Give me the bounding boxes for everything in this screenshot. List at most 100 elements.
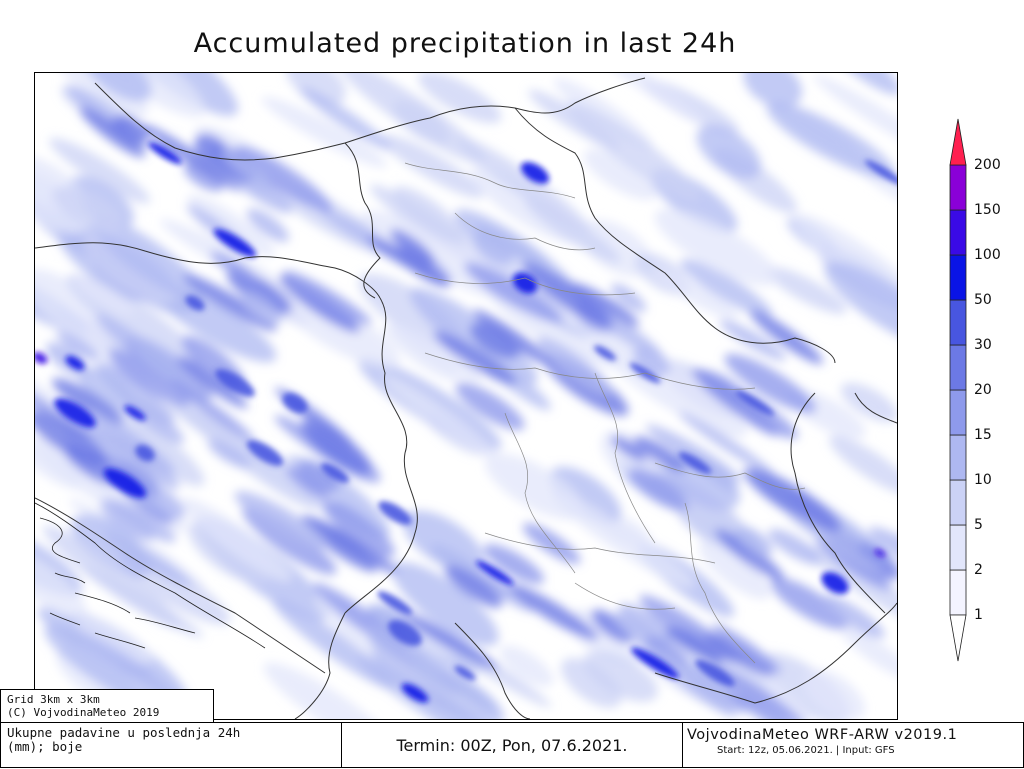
rain-streak (724, 689, 797, 719)
rain-area (743, 73, 803, 108)
legend-label-200: 200 (974, 157, 1001, 173)
rain-streak (235, 145, 333, 212)
rain-streak (508, 583, 599, 641)
rain-streak (522, 523, 581, 564)
rain-area (91, 216, 205, 302)
precipitation-cores (35, 141, 897, 703)
rain-streak (56, 330, 100, 361)
rain-streak (128, 335, 214, 400)
rain-core (215, 369, 255, 397)
rain-core (124, 405, 146, 421)
rain-area (35, 351, 73, 418)
rain-streak (35, 410, 109, 467)
forecast-time: Termin: 00Z, Pon, 07.6.2021. (341, 722, 683, 768)
rain-streak (646, 424, 742, 483)
rain-streak (183, 162, 224, 192)
legend-swatch-15 (949, 389, 967, 436)
rain-streak (444, 565, 503, 608)
rain-area (49, 137, 151, 204)
rain-area (72, 276, 135, 315)
rain-area (803, 669, 866, 719)
legend-label-15: 15 (974, 427, 992, 443)
model-name: VojvodinaMeteo WRF-ARW v2019.1 (687, 727, 958, 743)
rain-area (175, 398, 319, 510)
rain-area (277, 290, 400, 369)
rain-streak (464, 262, 563, 323)
rain-streak (310, 519, 399, 574)
rain-core (148, 141, 182, 165)
rain-streak (455, 382, 525, 431)
rain-area (655, 269, 739, 320)
rain-area (583, 650, 658, 702)
rain-area (418, 73, 502, 124)
rain-streak (472, 231, 514, 266)
rain-area (566, 101, 700, 201)
rain-area (78, 367, 135, 412)
legend-label-20: 20 (974, 382, 992, 398)
rain-streak (735, 526, 773, 557)
legend-label-10: 10 (974, 472, 992, 488)
rain-streak (522, 262, 611, 327)
rain-streak (367, 623, 462, 695)
rain-streak (743, 467, 841, 532)
precipitation-bands (35, 73, 897, 719)
rain-core (735, 390, 775, 416)
rain-core (512, 272, 538, 294)
legend-swatch-50 (949, 254, 967, 301)
rain-streak (642, 643, 736, 717)
rain-area (82, 232, 179, 304)
rain-streak (79, 107, 145, 158)
rain-streak (469, 322, 520, 359)
legend-label-150: 150 (974, 202, 1001, 218)
legend-swatch-2 (949, 524, 967, 571)
rain-area (35, 269, 120, 345)
rain-core (320, 463, 350, 483)
rain-area (499, 645, 554, 687)
rain-streak (183, 273, 277, 332)
rain-streak (177, 356, 248, 409)
rain-streak (537, 337, 612, 395)
grid-resolution: Grid 3km x 3km (7, 693, 100, 706)
legend-swatch-20 (949, 344, 967, 391)
rain-streak (297, 460, 339, 493)
rain-area (824, 261, 897, 350)
region-borders (404, 162, 806, 664)
rain-area (75, 615, 153, 665)
rain-streak (749, 309, 823, 365)
rain-core (135, 444, 155, 462)
rain-streak (51, 378, 123, 425)
rain-streak (712, 664, 805, 719)
rain-streak (207, 439, 251, 469)
rain-area (187, 194, 276, 257)
rain-streak (719, 319, 787, 361)
rain-area (35, 546, 87, 618)
rain-streak (473, 309, 553, 366)
rain-core (282, 392, 308, 414)
rain-streak (618, 603, 672, 643)
rain-area (569, 73, 707, 125)
grid-info-box: Grid 3km x 3km (C) VojvodinaMeteo 2019 (0, 689, 214, 723)
rain-streak (108, 349, 190, 407)
rain-area (680, 258, 773, 318)
rain-streak (474, 222, 549, 269)
rain-core (401, 683, 429, 703)
rain-streak (768, 528, 821, 565)
legend-label-30: 30 (974, 337, 992, 353)
rain-area (551, 492, 695, 588)
rain-streak (815, 538, 892, 591)
legend-swatch-5 (949, 479, 967, 526)
rain-area (566, 609, 646, 665)
legend-cap-bottom (949, 614, 967, 662)
rain-area (583, 148, 658, 200)
rain-area (180, 498, 292, 582)
rain-area (820, 73, 897, 95)
rain-area (699, 540, 771, 600)
rain-area (840, 382, 897, 423)
rain-streak (611, 435, 647, 461)
rain-area (696, 124, 762, 179)
rain-streak (210, 251, 260, 284)
legend-swatch-1 (949, 569, 967, 616)
precipitation-legend: 1 2 5 10 15 20 30 50 100 150 200 (940, 115, 1020, 665)
rain-streak (436, 669, 498, 712)
rain-streak (283, 270, 372, 325)
